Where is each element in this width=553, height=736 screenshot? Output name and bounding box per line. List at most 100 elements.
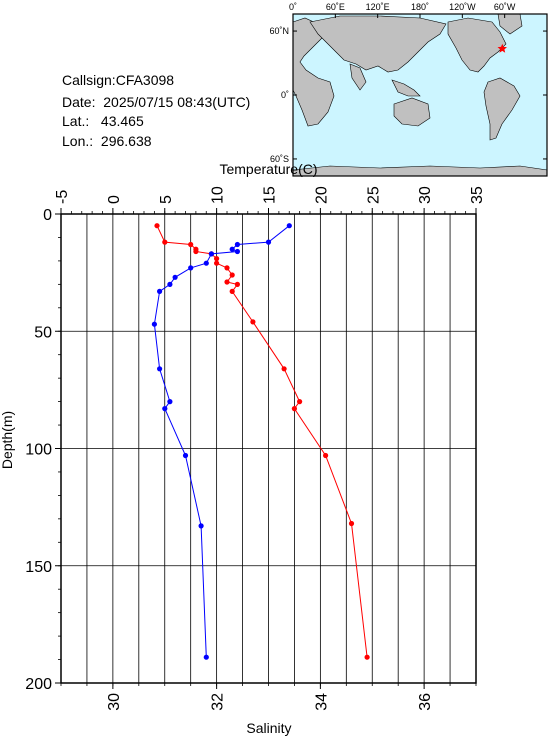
temperature-tick-label: 0 (106, 195, 123, 204)
depth-tick-label: 50 (34, 324, 52, 341)
depth-tick-label: 0 (43, 207, 52, 224)
temperature-data-point (208, 251, 214, 257)
temperature-data-point (229, 246, 235, 252)
salinity-data-point (193, 248, 199, 255)
temperature-tick-label: 20 (313, 186, 330, 204)
temperature-data-point (286, 223, 292, 229)
temperature-data-point (151, 321, 157, 327)
temperature-data-point (157, 288, 163, 294)
temperature-axis-title: Temperature(C) (219, 161, 317, 177)
map-labels: 0˚ 60˚E 120˚E 180˚ 120˚W 60˚W 60˚N 0˚ 60˚S (269, 2, 515, 164)
land-north-america (447, 17, 507, 73)
temperature-data-point (234, 241, 240, 248)
temperature-tick-label: 35 (469, 186, 486, 204)
map-lon-tick-label: 0˚ (289, 2, 297, 12)
chart-series (151, 223, 370, 660)
land-antarctica (292, 165, 548, 177)
map-frame (292, 13, 548, 177)
date-value: 2025/07/15 08:43(UTC) (103, 94, 251, 110)
temperature-data-point (167, 399, 173, 405)
lat-value: 43.465 (100, 113, 144, 129)
date-label: Date: (62, 94, 96, 110)
temperature-data-point (162, 406, 168, 412)
map-lat-tick-label: 0˚ (281, 90, 289, 100)
salinity-axis-title: Salinity (246, 720, 291, 736)
lon-value: 296.638 (100, 133, 152, 149)
temperature-data-point (234, 248, 240, 255)
land-india (349, 63, 367, 91)
land-africa-europe (292, 17, 335, 127)
salinity-data-point (348, 520, 355, 527)
lon-label: Lon.: (62, 133, 94, 149)
map-border (292, 13, 548, 177)
salinity-profile-line (156, 225, 368, 658)
depth-axis-title: Depth(m) (0, 411, 15, 469)
temperature-data-point (265, 239, 272, 245)
map-ocean (293, 14, 547, 176)
land-se-asia (391, 79, 421, 97)
temperature-tick-label: 25 (365, 186, 382, 204)
callsign-line: Callsign:CFA3098 (62, 72, 174, 88)
salinity-data-point (291, 406, 297, 412)
lat-label: Lat.: (62, 113, 90, 129)
temperature-tick-label: 15 (262, 186, 279, 204)
temperature-tick-label: 5 (158, 195, 175, 204)
map-lon-tick-label: 180˚ (411, 2, 429, 12)
salinity-data-point (297, 399, 303, 405)
salinity-data-point (193, 246, 199, 252)
station-star-marker (497, 43, 507, 53)
salinity-data-point (229, 272, 235, 278)
temperature-tick-label: 30 (417, 186, 434, 204)
lon-line: Lon.: 296.638 (62, 133, 152, 149)
date-line: Date: 2025/07/15 08:43(UTC) (62, 94, 250, 110)
map-land (292, 13, 548, 177)
land-australia (393, 97, 431, 127)
plot-frame (60, 213, 477, 684)
salinity-tick-label: 36 (417, 693, 434, 711)
depth-tick-label: 150 (25, 559, 52, 576)
temperature-tick-label: -5 (54, 190, 71, 204)
salinity-data-point (162, 239, 168, 245)
salinity-data-point (364, 654, 370, 660)
callsign-label: Callsign: (62, 72, 116, 88)
salinity-data-point (208, 251, 214, 257)
temperature-data-point (157, 366, 163, 372)
temperature-data-point (172, 274, 178, 280)
land-greenland (497, 13, 523, 35)
map-lat-tick-label: 60˚S (270, 154, 289, 164)
lat-line: Lat.: 43.465 (62, 113, 144, 129)
temperature-tick-label: 10 (210, 186, 227, 204)
salinity-data-point (250, 319, 256, 325)
map-lat-tick-label: 60˚N (269, 26, 289, 36)
salinity-data-point (154, 223, 160, 229)
chart-grid (60, 213, 477, 684)
salinity-tick-label: 34 (313, 693, 330, 711)
salinity-data-point (281, 366, 287, 372)
map-lon-tick-label: 120˚E (366, 2, 390, 12)
salinity-data-point (188, 241, 194, 248)
depth-tick-label: 100 (25, 442, 52, 459)
temperature-data-point (188, 265, 194, 271)
salinity-data-point (323, 452, 329, 459)
salinity-data-point (214, 256, 220, 262)
salinity-tick-label: 30 (106, 693, 123, 711)
temperature-data-point (167, 281, 173, 287)
salinity-data-point (224, 279, 230, 285)
map-lon-tick-label: 60˚W (494, 2, 516, 12)
land-asia (309, 15, 447, 73)
map-lon-tick-label: 60˚E (326, 2, 345, 12)
callsign-value: CFA3098 (115, 72, 175, 88)
depth-tick-label: 200 (25, 676, 52, 693)
salinity-data-point (214, 260, 220, 266)
salinity-data-point (224, 265, 230, 271)
temperature-data-point (182, 452, 189, 459)
salinity-tick-label: 32 (210, 693, 227, 711)
salinity-data-point (229, 288, 235, 294)
salinity-data-point (234, 281, 240, 287)
temperature-data-point (203, 260, 209, 266)
land-south-america (483, 77, 521, 141)
temperature-data-point (203, 654, 209, 660)
